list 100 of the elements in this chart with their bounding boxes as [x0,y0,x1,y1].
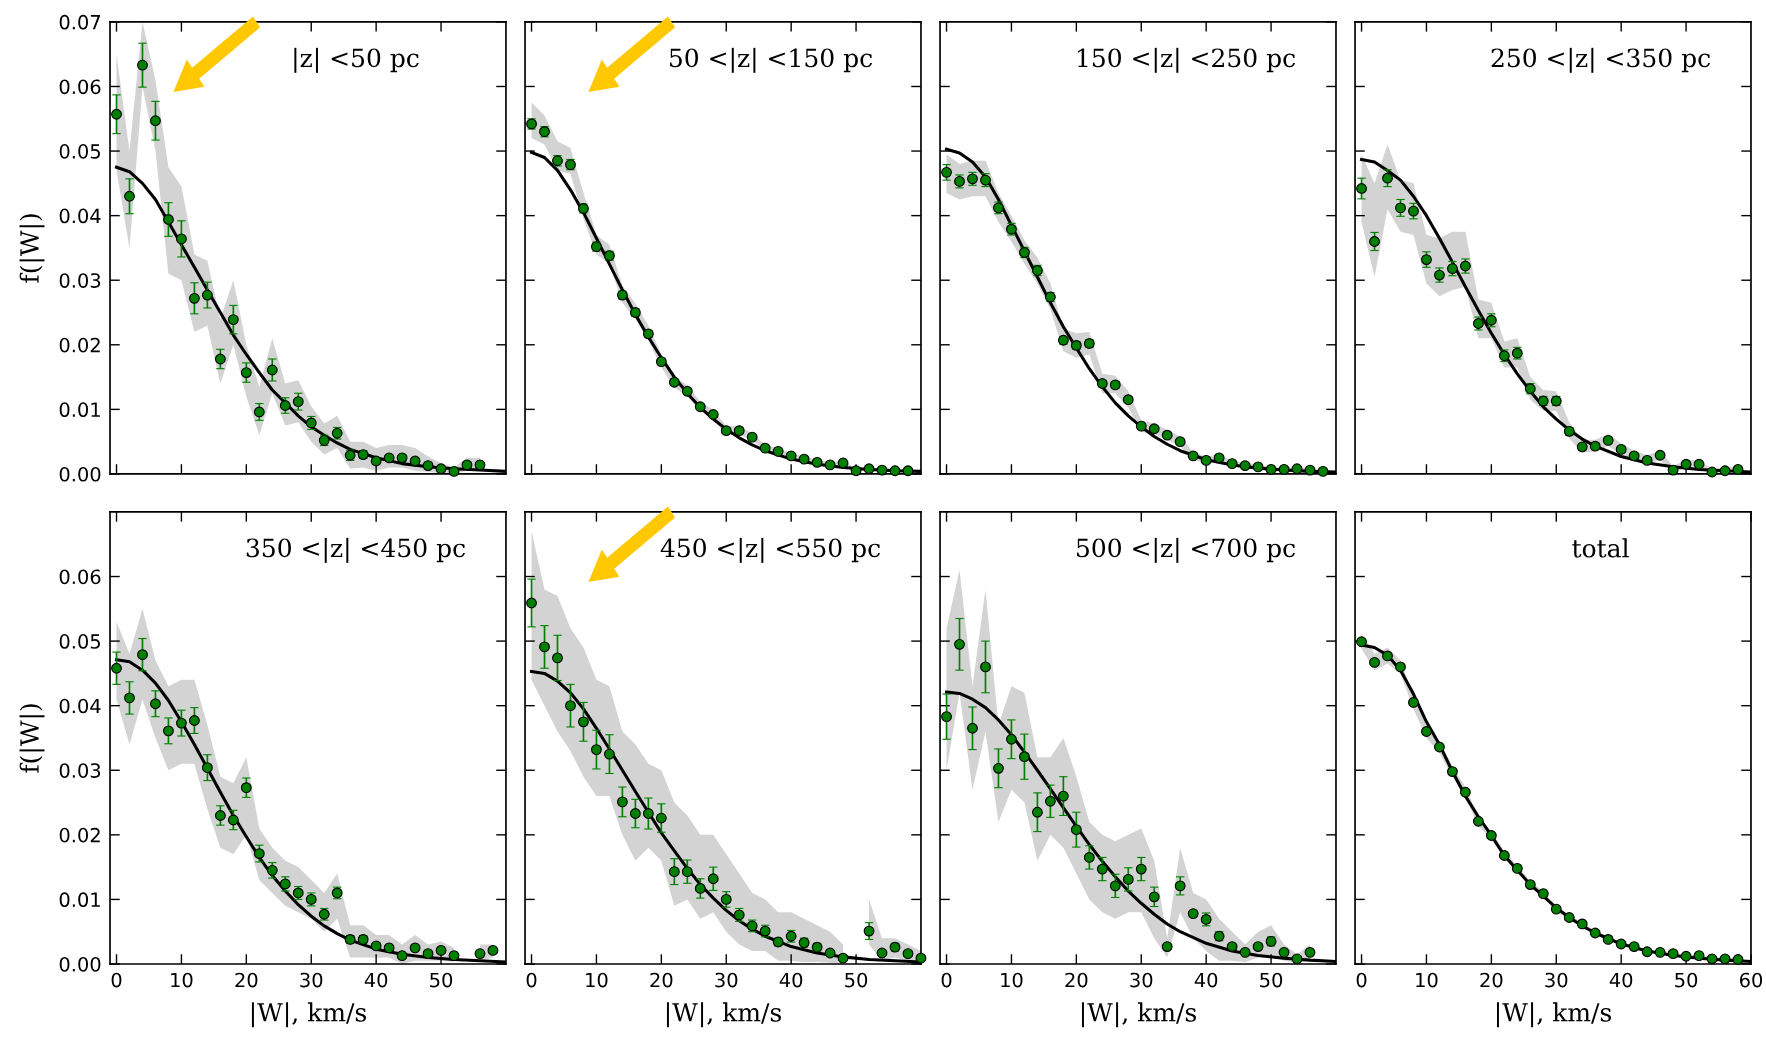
point [1563,912,1575,923]
point [1719,465,1731,477]
point [850,465,862,477]
point [176,717,187,729]
point [487,945,499,956]
point [111,662,122,674]
text: 500 <|z| <700 pc [1077,537,1295,563]
point [1304,464,1316,476]
point [642,808,654,819]
point [629,808,641,819]
point [1135,863,1147,875]
point [383,942,395,954]
point [863,463,875,475]
point [1161,429,1173,441]
point [694,401,706,413]
point [137,649,148,661]
point [396,950,408,962]
point [188,715,200,726]
x-tick-label: 50 [430,972,453,988]
x-tick-label: 40 [1609,972,1633,988]
point [578,716,589,728]
point [1291,463,1303,475]
point [1044,795,1056,807]
point [1472,815,1484,827]
point [1693,950,1705,962]
point [1382,172,1393,184]
point [1680,458,1692,470]
point [1239,460,1251,471]
point [150,115,161,127]
point [1031,806,1043,818]
point [1096,863,1108,875]
point [1485,830,1497,841]
point [565,700,576,712]
x-axis-title: |W|, km/s [666,1002,781,1028]
point [837,457,849,469]
point [1291,953,1303,965]
point [694,883,706,894]
point [707,409,719,420]
y-tick-label: 0.00 [59,956,101,972]
point [720,425,732,437]
point [603,748,615,760]
point [1589,927,1601,939]
point [227,814,239,826]
y-axis-title: f(|W|) [19,704,45,773]
point [1356,183,1367,194]
x-tick-label: 10 [171,972,193,988]
y-tick-label: 0.04 [59,698,101,714]
point [707,873,719,885]
point [733,425,745,437]
point [1511,862,1523,874]
point [1693,458,1705,470]
point [941,711,952,723]
point [279,400,291,411]
y-tick-label: 0.02 [59,337,100,353]
point [876,464,888,476]
point [1706,953,1718,965]
point [746,431,758,443]
point [201,289,213,301]
x-tick-label: 30 [300,972,323,988]
point [1550,903,1562,915]
point [1654,449,1666,461]
point [1304,946,1316,958]
point [240,782,252,794]
point [214,810,226,821]
point [591,744,602,756]
point [552,652,563,664]
x-tick-label: 50 [1260,972,1283,988]
x-tick-label: 40 [1194,972,1218,988]
point [889,465,901,477]
point [759,442,771,454]
x-tick-label: 40 [779,972,803,988]
point [1667,464,1679,476]
point [863,925,875,937]
point [1356,636,1367,648]
y-tick-label: 0.02 [59,827,100,843]
point [824,947,836,959]
x-tick-label: 40 [364,972,388,988]
point [1187,450,1199,462]
point [1070,824,1082,836]
y-tick-label: 0.03 [59,763,101,778]
point [1122,394,1134,406]
point [1576,918,1588,930]
point [1278,464,1290,475]
x-tick-label: 0 [1356,972,1367,988]
point [240,367,252,378]
x-axis-title: |W|, km/s [251,1002,366,1028]
point [201,762,213,774]
point [824,459,836,471]
point [1057,790,1069,802]
point [422,948,434,960]
point [772,445,784,457]
y-tick-label: 0.06 [59,569,101,585]
text: 150 <|z| <250 pc [1077,47,1295,73]
point [1265,464,1277,475]
point [1421,254,1432,265]
point [111,108,122,120]
point [811,456,823,468]
y-tick-label: 0.01 [59,892,100,908]
point [1148,423,1160,435]
point [137,59,148,71]
